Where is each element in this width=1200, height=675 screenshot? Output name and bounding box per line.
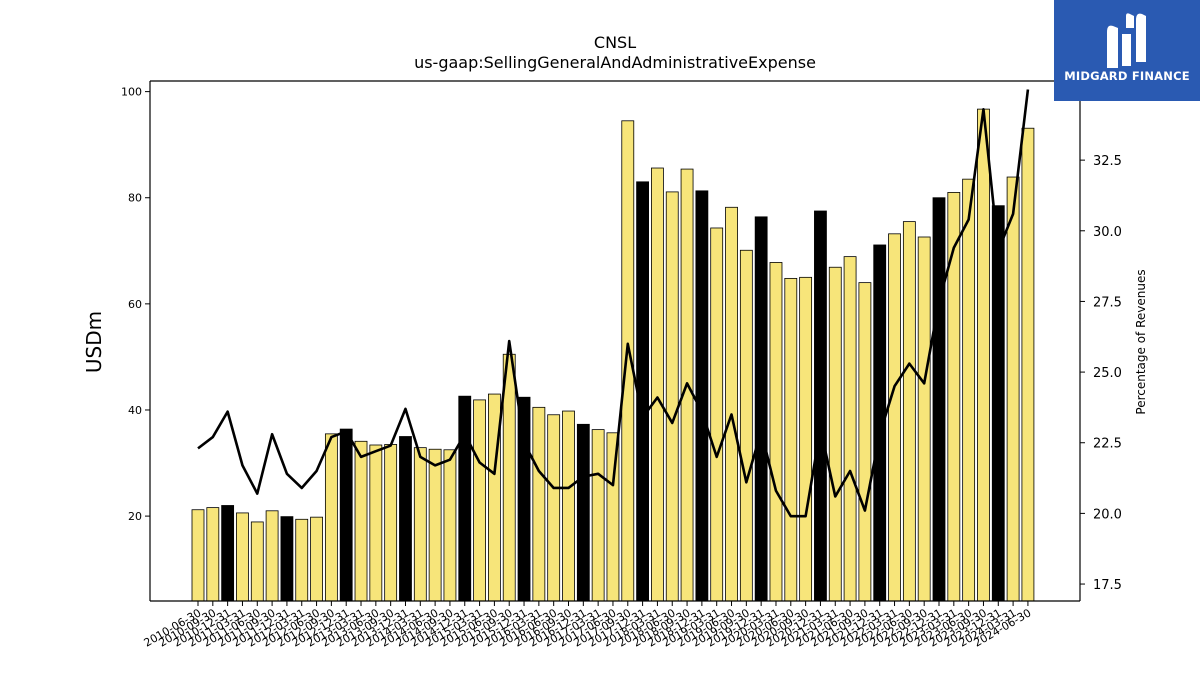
bar — [250, 521, 264, 602]
bar — [502, 353, 516, 602]
chart-title: CNSL — [594, 33, 636, 52]
bar — [191, 509, 205, 602]
bar — [739, 249, 753, 602]
bar — [310, 516, 323, 602]
bar — [562, 410, 575, 602]
bar — [606, 432, 620, 602]
bar — [576, 423, 590, 602]
bar — [295, 518, 309, 602]
y-tick-label: 100 — [121, 86, 142, 99]
logo: MIDGARD FINANCE — [1054, 0, 1200, 101]
y2-tick-label: 25.0 — [1093, 366, 1122, 381]
y2-tick-label: 22.5 — [1093, 437, 1122, 452]
bar — [443, 449, 457, 602]
bar — [413, 447, 427, 602]
bar — [962, 178, 976, 602]
bar — [265, 510, 279, 602]
bar — [384, 444, 398, 602]
bar — [828, 266, 842, 602]
logo-brand-text: MIDGARD FINANCE — [1064, 69, 1190, 83]
bar — [977, 108, 990, 602]
y2-tick-label: 30.0 — [1093, 225, 1122, 240]
bar — [399, 436, 412, 602]
line-series — [197, 89, 1030, 518]
bar — [473, 399, 486, 602]
y2-axis-label: Percentage of Revenues — [1134, 269, 1148, 414]
bar — [665, 191, 679, 602]
bar — [769, 262, 783, 602]
y2-tick-label: 27.5 — [1093, 295, 1122, 310]
bar — [651, 167, 664, 602]
y-tick-label: 80 — [128, 192, 142, 205]
bar — [206, 507, 220, 602]
bar — [221, 505, 235, 602]
bar — [532, 406, 546, 602]
percentage-line — [197, 89, 1030, 518]
bar — [324, 433, 338, 602]
bar — [843, 256, 857, 602]
bar — [754, 216, 768, 602]
bar — [695, 190, 709, 602]
bar — [517, 396, 531, 602]
bar — [858, 282, 872, 602]
bar — [947, 192, 961, 602]
y2-tick-label: 17.5 — [1093, 578, 1122, 593]
logo-mark-icon — [1107, 13, 1146, 69]
y2-tick-label: 32.5 — [1093, 154, 1122, 169]
y-tick-label: 40 — [128, 404, 142, 417]
bar — [591, 429, 605, 602]
bar — [932, 197, 946, 602]
y-tick-label: 20 — [128, 510, 142, 523]
bar — [902, 221, 916, 602]
bar — [236, 512, 249, 602]
bar — [991, 205, 1005, 602]
y2-tick-label: 20.0 — [1093, 507, 1122, 522]
bar — [339, 428, 353, 602]
bar — [1021, 127, 1035, 602]
y-tick-label: 60 — [128, 298, 142, 311]
bar — [458, 395, 472, 602]
bar — [280, 516, 294, 602]
bar — [799, 276, 813, 602]
bar — [1006, 176, 1020, 602]
y-axis-label: USDm — [82, 311, 106, 373]
bar — [428, 448, 442, 602]
bar — [369, 444, 383, 602]
bar — [814, 210, 827, 602]
bar — [710, 227, 724, 602]
bar — [354, 440, 368, 602]
bar-series — [191, 108, 1035, 602]
bar — [725, 206, 738, 602]
chart-subtitle: us-gaap:SellingGeneralAndAdministrativeE… — [414, 53, 816, 72]
bar — [917, 236, 931, 602]
bar — [784, 277, 798, 602]
bar — [547, 414, 561, 602]
bar — [888, 233, 901, 602]
